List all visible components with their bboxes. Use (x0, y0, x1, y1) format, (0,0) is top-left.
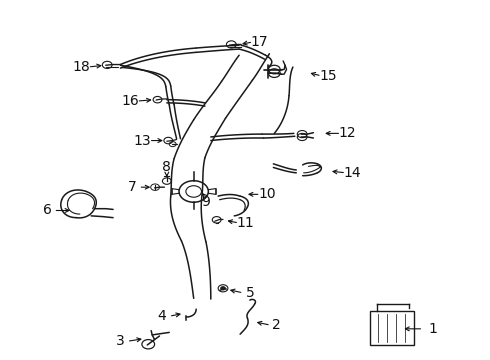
Text: 16: 16 (122, 94, 139, 108)
Text: 7: 7 (128, 180, 137, 194)
Text: 18: 18 (73, 60, 90, 74)
Text: 11: 11 (236, 216, 254, 230)
Text: 9: 9 (201, 194, 210, 208)
Circle shape (220, 287, 225, 290)
Text: 14: 14 (343, 166, 361, 180)
Text: 8: 8 (162, 161, 171, 175)
Text: 3: 3 (116, 334, 125, 348)
Text: 17: 17 (251, 35, 269, 49)
Text: 10: 10 (258, 187, 276, 201)
Text: 12: 12 (339, 126, 356, 140)
Text: 6: 6 (43, 203, 51, 217)
Text: 4: 4 (158, 309, 166, 323)
Text: 15: 15 (319, 69, 337, 83)
Bar (369, 311, 414, 345)
Text: 2: 2 (272, 318, 281, 332)
Text: 5: 5 (245, 286, 254, 300)
Text: 1: 1 (429, 322, 438, 336)
Text: 13: 13 (134, 134, 151, 148)
